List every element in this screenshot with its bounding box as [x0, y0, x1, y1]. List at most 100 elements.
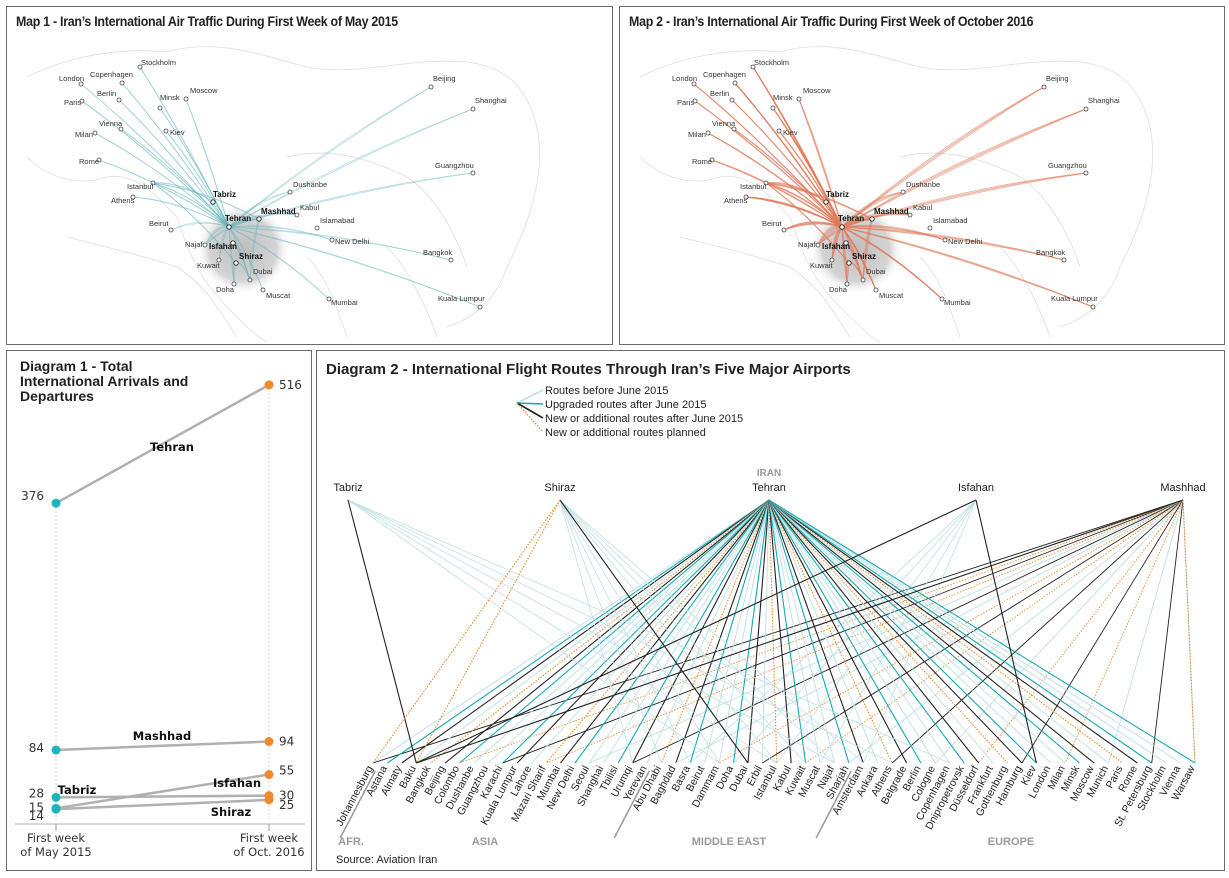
route-mashhad [416, 499, 1184, 764]
city-marker [287, 189, 293, 195]
city-label: Vienna [99, 119, 123, 128]
flight-route [228, 213, 298, 228]
flight-route [228, 226, 251, 281]
city-marker [116, 97, 122, 103]
value-label-2015: 28 [29, 786, 44, 800]
city-label: Islamabad [933, 216, 968, 225]
city-marker [731, 126, 737, 132]
route-tehran [768, 499, 835, 764]
legend-label: Upgraded routes after June 2015 [545, 399, 706, 411]
route-isfahan [776, 499, 977, 764]
city-label: New Delhi [948, 237, 983, 246]
basemap [26, 46, 540, 343]
flight-route [159, 107, 230, 228]
region-label: AFR. [338, 836, 364, 848]
city-label: Guangzhou [1048, 161, 1087, 170]
city-label: Guangzhou [435, 161, 474, 170]
city-label: Minsk [773, 93, 793, 102]
city-label: Najaf [798, 240, 816, 249]
flight-route [731, 99, 843, 228]
flight-route [693, 83, 843, 228]
flight-route [228, 191, 291, 228]
border-outline [286, 152, 468, 268]
route-tehran [689, 499, 770, 764]
route-tehran [768, 499, 1023, 764]
hub-label: Shiraz [852, 252, 876, 261]
route-mashhad [459, 499, 1184, 764]
city-marker [260, 287, 266, 293]
border-outline [679, 236, 851, 338]
flight-route [121, 82, 230, 228]
city-label: Najaf [185, 240, 203, 249]
city-label: Rome [692, 157, 712, 166]
city-label: Stockholm [754, 58, 789, 67]
flight-route [841, 108, 1087, 228]
city-marker [796, 96, 802, 102]
flight-route [841, 108, 1087, 228]
hub-label: Tabriz [826, 190, 849, 199]
flight-route [745, 196, 843, 228]
route-tehran [387, 499, 770, 764]
city-marker [470, 106, 476, 112]
region-separator [613, 770, 650, 839]
city-marker [168, 227, 174, 233]
city-marker [314, 225, 320, 231]
city-label: Beirut [149, 219, 170, 228]
flight-route [165, 130, 230, 228]
city-label: Dushanbe [906, 180, 940, 189]
city-label: Mumbai [331, 298, 358, 307]
city-label: Athens [111, 196, 135, 205]
route-mashhad [372, 499, 1184, 764]
map-1-title: Map 1 - Iran’s International Air Traffic… [16, 14, 398, 29]
point-2015-tabriz [51, 792, 61, 802]
route-tehran [459, 499, 770, 764]
city-label: Shanghai [475, 96, 507, 105]
flight-route [228, 226, 235, 285]
flight-route [132, 196, 230, 228]
route-tehran [732, 499, 770, 764]
diagram-1-chart: 376 516 Tehran 84 94 Mashhad 15 55 Isfahan 28 30 Ta… [15, 378, 305, 859]
flight-route [98, 159, 230, 228]
flight-route [98, 159, 230, 228]
route-tehran [473, 499, 770, 764]
flight-route [228, 86, 432, 228]
route-tehran [768, 499, 792, 764]
city-label: London [59, 74, 84, 83]
region-separator [339, 770, 376, 839]
border-outline [26, 46, 540, 328]
route-tehran [632, 499, 770, 764]
city-label: Moscow [803, 86, 831, 95]
route-mashhad [762, 499, 1184, 764]
route-mashhad [675, 499, 1184, 764]
region-label: ASIA [472, 836, 498, 848]
route-tehran [768, 499, 821, 764]
hub-marker [230, 240, 236, 246]
flight-route [841, 226, 877, 291]
hub-marker [839, 224, 845, 230]
route-mashhad [1182, 499, 1196, 764]
route-tehran [675, 499, 770, 764]
city-label: Bangkok [1036, 248, 1065, 257]
route-tehran [768, 499, 807, 764]
city-marker [247, 277, 253, 283]
route-isfahan [975, 499, 1037, 764]
city-label: Vienna [712, 119, 736, 128]
diagram-2-title: Diagram 2 - International Flight Routes … [326, 361, 851, 378]
route-tehran [768, 499, 994, 764]
value-label-2016: 25 [279, 798, 294, 812]
city-marker [709, 157, 715, 163]
flight-route [139, 66, 230, 228]
flight-route [765, 182, 827, 203]
region-separator [815, 770, 852, 839]
route-tehran [768, 499, 879, 764]
flight-route [152, 182, 214, 203]
flight-route [120, 128, 230, 228]
flight-route [81, 100, 230, 228]
route-mashhad [1064, 499, 1184, 764]
hub-marker [233, 260, 239, 266]
point-2015-tehran [51, 498, 61, 508]
route-tehran [588, 499, 770, 764]
flight-route [765, 182, 850, 264]
point-2015-shiraz [51, 804, 61, 814]
city-label: Milan [75, 130, 93, 139]
